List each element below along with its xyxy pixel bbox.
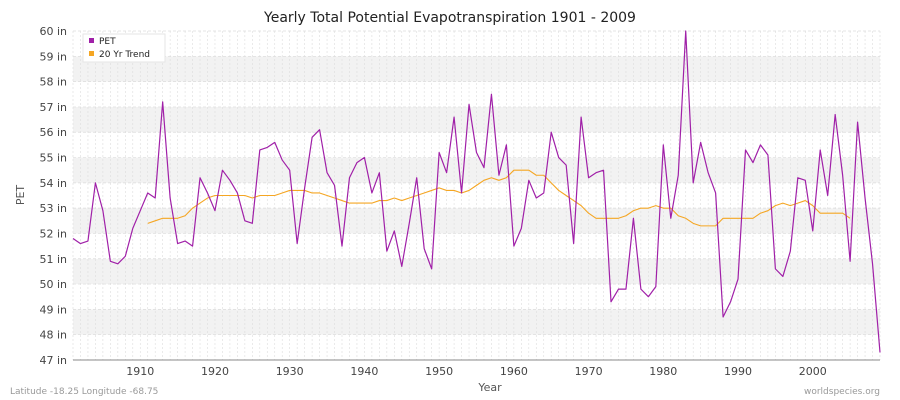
coordinates-label: Latitude -18.25 Longitude -68.75 — [10, 387, 158, 397]
y-tick-label: 56 in — [39, 126, 67, 139]
legend-swatch-trend — [89, 51, 94, 56]
y-tick-label: 60 in — [39, 25, 67, 38]
x-tick-label: 1920 — [201, 365, 229, 378]
y-tick-label: 58 in — [39, 76, 67, 89]
x-tick-label: 1980 — [649, 365, 677, 378]
y-tick-label: 51 in — [39, 253, 67, 266]
y-tick-labels: 47 in 48 in 49 in 50 in 51 in 52 in 53 in 54 in… — [39, 25, 67, 367]
legend: PET 20 Yr Trend — [82, 33, 166, 63]
x-tick-labels: 1910 1920 1930 1940 1950 1960 1970 1980 1990 2000 — [126, 365, 827, 378]
pet-series-line — [72, 30, 881, 353]
x-tick-label: 1940 — [350, 365, 378, 378]
x-tick-label: 1990 — [724, 365, 752, 378]
y-tick-label: 49 in — [39, 303, 67, 316]
y-tick-label: 59 in — [39, 50, 67, 63]
grid-band — [73, 233, 880, 259]
y-tick-label: 48 in — [39, 329, 67, 342]
y-tick-label: 50 in — [39, 278, 67, 291]
x-axis-label: Year — [477, 381, 502, 394]
x-tick-label: 1970 — [575, 365, 603, 378]
x-tick-label: 1950 — [425, 365, 453, 378]
x-tick-label: 1910 — [126, 365, 154, 378]
chart-title: Yearly Total Potential Evapotranspiratio… — [263, 10, 636, 26]
legend-box — [82, 33, 166, 63]
y-tick-label: 52 in — [39, 227, 67, 240]
x-tick-label: 1930 — [276, 365, 304, 378]
grid-band — [73, 81, 880, 107]
y-tick-label: 57 in — [39, 101, 67, 114]
legend-label-trend: 20 Yr Trend — [99, 50, 150, 60]
source-label: worldspecies.org — [804, 387, 880, 397]
grid-band — [73, 309, 880, 335]
y-tick-label: 55 in — [39, 152, 67, 165]
series-layer — [72, 30, 881, 353]
legend-swatch-pet — [89, 38, 94, 43]
legend-label-pet: PET — [99, 37, 116, 47]
x-tick-label: 1960 — [500, 365, 528, 378]
x-tick-label: 2000 — [799, 365, 827, 378]
y-axis-label: PET — [14, 185, 27, 206]
y-tick-label: 54 in — [39, 177, 67, 190]
y-tick-label: 53 in — [39, 202, 67, 215]
trend-series-line — [147, 169, 851, 227]
y-tick-label: 47 in — [39, 354, 67, 367]
grid-band — [73, 157, 880, 183]
